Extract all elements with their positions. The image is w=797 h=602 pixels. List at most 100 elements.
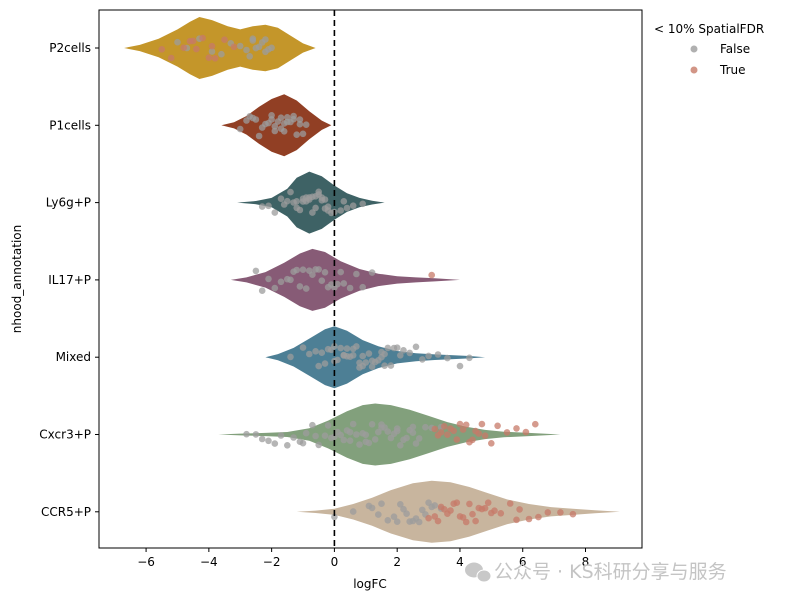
point-cxcr3-p-true: [459, 426, 467, 433]
point-cxcr3-p-false: [409, 429, 417, 437]
point-cxcr3-p-true: [494, 422, 501, 430]
point-ccr5-p-true: [506, 500, 514, 507]
point-ccr5-p-false: [349, 508, 357, 515]
point-cxcr3-p-false: [243, 430, 250, 438]
point-p1cells-false: [271, 127, 279, 135]
point-cxcr3-p-false: [302, 429, 310, 437]
point-cxcr3-p-false: [368, 421, 376, 428]
point-p1cells-false: [258, 124, 266, 131]
point-p2cells-true: [180, 44, 187, 51]
point-mixed-false: [466, 354, 473, 362]
point-cxcr3-p-true: [441, 423, 448, 430]
point-mixed-false: [287, 353, 294, 361]
point-p1cells-false: [252, 116, 260, 123]
point-cxcr3-p-true: [478, 420, 486, 428]
point-cxcr3-p-true: [481, 432, 489, 440]
x-tick-label: −2: [263, 555, 281, 569]
point-cxcr3-p-true: [453, 436, 461, 443]
point-cxcr3-p-false: [284, 442, 291, 449]
point-il17-p-true: [428, 271, 436, 279]
point-ccr5-p-true: [425, 514, 432, 522]
point-cxcr3-p-false: [312, 432, 319, 440]
y-tick-label: P2cells: [49, 41, 91, 55]
point-ccr5-p-true: [513, 516, 520, 524]
point-ccr5-p-true: [453, 499, 461, 507]
point-ccr5-p-false: [331, 513, 338, 521]
point-ccr5-p-true: [491, 507, 498, 514]
point-p1cells-false: [296, 120, 304, 128]
point-ly6g-p-false: [340, 198, 348, 205]
point-mixed-false: [381, 362, 388, 370]
wechat-icon: [465, 562, 492, 583]
point-p2cells-false: [252, 44, 260, 52]
y-tick-label: CCR5+P: [41, 505, 91, 519]
point-mixed-false: [434, 351, 442, 358]
violin-ccr5-p: [296, 480, 620, 543]
point-p2cells-true: [158, 46, 166, 53]
point-p2cells-false: [243, 46, 250, 54]
x-tick-label: 0: [331, 555, 339, 569]
point-mixed-false: [306, 350, 313, 358]
point-p1cells-false: [299, 130, 307, 138]
legend: < 10% SpatialFDR False True: [654, 22, 764, 77]
point-cxcr3-p-true: [488, 440, 495, 447]
point-ly6g-p-false: [271, 209, 279, 216]
point-ccr5-p-true: [459, 514, 467, 521]
point-cxcr3-p-false: [375, 428, 382, 436]
point-il17-p-false: [353, 270, 360, 278]
point-ccr5-p-true: [478, 505, 486, 513]
point-ly6g-p-false: [359, 200, 367, 208]
point-p2cells-false: [246, 53, 253, 60]
point-cxcr3-p-false: [378, 424, 385, 431]
y-tick-label: Cxcr3+P: [39, 428, 91, 442]
point-ccr5-p-false: [393, 518, 401, 525]
point-mixed-false: [419, 356, 426, 363]
point-mixed-false: [412, 343, 420, 351]
watermark: 公众号 · KS科研分享与服务: [465, 561, 727, 583]
point-cxcr3-p-true: [447, 425, 454, 432]
point-ly6g-p-false: [343, 204, 351, 212]
point-p1cells-false: [284, 114, 291, 121]
point-cxcr3-p-false: [331, 433, 338, 441]
point-cxcr3-p-false: [346, 428, 354, 436]
point-il17-p-false: [302, 285, 310, 292]
point-mixed-false: [337, 344, 345, 352]
point-p2cells-true: [211, 55, 219, 62]
point-il17-p-false: [359, 283, 367, 291]
point-cxcr3-p-false: [422, 423, 429, 431]
legend-marker-true: [690, 66, 698, 74]
point-p1cells-false: [246, 113, 253, 120]
point-p2cells-false: [174, 38, 181, 46]
point-il17-p-false: [312, 266, 319, 273]
legend-entry-false: False: [720, 42, 750, 56]
point-ly6g-p-false: [321, 196, 329, 203]
point-cxcr3-p-false: [324, 422, 332, 429]
point-p2cells-false: [236, 42, 244, 50]
point-il17-p-false: [258, 287, 266, 295]
point-p1cells-false: [293, 131, 301, 138]
point-p2cells-false: [262, 48, 269, 56]
point-ly6g-p-false: [265, 202, 272, 210]
point-ccr5-p-false: [368, 504, 376, 512]
violin-layer: [124, 17, 620, 543]
point-cxcr3-p-false: [321, 432, 329, 440]
point-p1cells-false: [290, 115, 297, 123]
point-ccr5-p-true: [525, 515, 533, 523]
point-ccr5-p-false: [397, 501, 404, 508]
point-p1cells-false: [265, 119, 272, 127]
point-cxcr3-p-false: [349, 420, 357, 428]
point-mixed-false: [343, 353, 351, 360]
point-cxcr3-p-false: [353, 431, 360, 438]
point-cxcr3-p-false: [356, 441, 363, 448]
x-tick-label: −4: [200, 555, 218, 569]
x-tick-label: 4: [456, 555, 464, 569]
point-cxcr3-p-false: [400, 436, 407, 444]
point-p2cells-true: [221, 36, 228, 43]
point-ly6g-p-false: [277, 195, 285, 202]
point-cxcr3-p-false: [299, 439, 307, 447]
point-cxcr3-p-true: [503, 429, 511, 436]
point-cxcr3-p-false: [387, 434, 395, 442]
point-cxcr3-p-false: [337, 431, 345, 439]
point-il17-p-false: [271, 284, 279, 292]
